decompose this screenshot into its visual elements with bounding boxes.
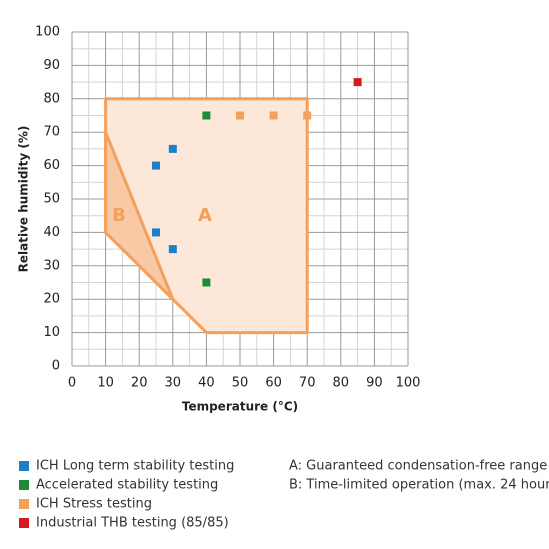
point — [168, 245, 177, 254]
legend-label: ICH Long term stability testing — [36, 459, 234, 474]
x-tick-label: 10 — [97, 376, 114, 391]
legend-label: Accelerated stability testing — [36, 478, 218, 493]
y-tick-label: 70 — [43, 125, 60, 140]
point — [303, 111, 312, 120]
x-tick-label: 20 — [131, 376, 148, 391]
y-tick-label: 80 — [43, 91, 60, 106]
x-tick-label: 0 — [68, 376, 76, 391]
legend-label: ICH Stress testing — [36, 497, 152, 512]
y-tick-label: 10 — [43, 325, 60, 340]
y-tick-label: 30 — [43, 258, 60, 273]
point — [152, 161, 160, 170]
y-tick-label: 0 — [52, 359, 60, 374]
point — [168, 144, 177, 153]
point — [236, 111, 244, 120]
x-tick-label: 60 — [265, 376, 282, 391]
legend-swatch — [19, 480, 29, 490]
legend-swatch — [19, 518, 29, 528]
x-tick-label: 30 — [165, 376, 182, 391]
x-tick-label: 80 — [333, 376, 350, 391]
region-label: B — [112, 205, 126, 226]
x-tick-label: 40 — [198, 376, 215, 391]
y-tick-label: 100 — [35, 25, 60, 40]
y-axis-title: Relative humidity (%) — [17, 126, 31, 273]
point — [152, 228, 160, 237]
x-tick-label: 100 — [396, 376, 421, 391]
x-tick-label: 50 — [232, 376, 249, 391]
annotation: A: Guaranteed condensation-free range — [289, 459, 547, 474]
y-tick-label: 50 — [43, 192, 60, 207]
y-tick-label: 90 — [43, 58, 60, 73]
y-tick-label: 40 — [43, 225, 60, 240]
point — [269, 111, 278, 120]
annotation: B: Time-limited operation (max. 24 hours… — [289, 478, 549, 493]
point — [202, 278, 211, 287]
point — [202, 111, 211, 120]
y-tick-label: 60 — [43, 158, 60, 173]
point — [353, 78, 362, 87]
region — [104, 130, 175, 301]
y-tick-label: 20 — [43, 292, 60, 307]
x-axis-title: Temperature (°C) — [182, 400, 298, 414]
legend-swatch — [19, 499, 29, 509]
x-tick-label: 90 — [366, 376, 383, 391]
legend-swatch — [19, 461, 29, 471]
x-tick-label: 70 — [299, 376, 316, 391]
legend-label: Industrial THB testing (85/85) — [36, 516, 229, 531]
region-label: A — [198, 205, 212, 226]
